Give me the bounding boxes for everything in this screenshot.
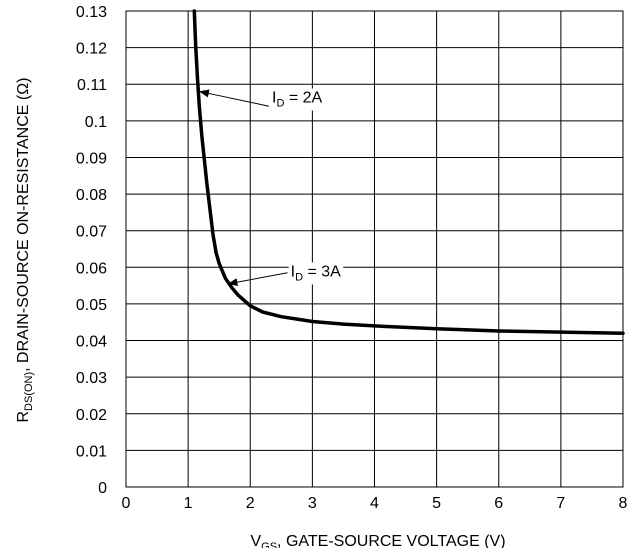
y-axis-title: RDS(ON), DRAIN-SOURCE ON-RESISTANCE (Ω)	[15, 77, 35, 422]
x-axis-title-sub: GS	[261, 541, 277, 548]
y-axis-title-main: R	[15, 411, 32, 423]
y-tick-label-9: 0.09	[76, 150, 107, 167]
y-tick-label-4: 0.04	[76, 334, 107, 351]
series-line-0	[192, 9, 625, 335]
y-tick-label-8: 0.08	[76, 187, 107, 204]
annotation-label-bg-1	[288, 262, 344, 285]
x-axis-title-rest: , GATE-SOURCE VOLTAGE (V)	[277, 533, 505, 548]
y-tick-label-12: 0.12	[76, 41, 107, 58]
annotation-label-sub-1: D	[295, 271, 303, 283]
y-tick-label-1: 0.01	[76, 443, 107, 460]
annotation-label-main-0: I	[272, 90, 276, 107]
annotation-label-rest-1: = 3A	[303, 263, 341, 280]
x-tick-label-5: 5	[432, 495, 441, 512]
y-tick-label-10: 0.1	[85, 114, 107, 131]
annotation-label-bg-0	[269, 88, 325, 111]
x-tick-label-0: 0	[122, 495, 131, 512]
y-axis-title-sub: DS(ON)	[23, 372, 35, 411]
x-axis-ticks: 0 1 2 3 4 5 6 7 8	[122, 495, 628, 512]
annotation-label-main-1: I	[291, 263, 295, 280]
annotation-label-rest-0: = 2A	[284, 90, 322, 107]
x-axis-title: VGS, GATE-SOURCE VOLTAGE (V)	[250, 533, 505, 548]
y-axis-title-rest: , DRAIN-SOURCE ON-RESISTANCE (Ω)	[15, 77, 32, 371]
x-tick-label-4: 4	[370, 495, 379, 512]
grid-lines	[125, 10, 624, 488]
y-tick-label-13: 0.13	[76, 4, 107, 21]
y-axis-ticks: 0 0.01 0.02 0.03 0.04 0.05 0.06 0.07 0.08 0.09 0.1…	[76, 4, 107, 497]
x-tick-label-8: 8	[619, 495, 628, 512]
x-tick-label-6: 6	[494, 495, 503, 512]
y-tick-label-11: 0.11	[77, 77, 107, 94]
x-tick-label-2: 2	[246, 495, 255, 512]
plot-border	[125, 10, 624, 488]
y-tick-label-3: 0.03	[76, 370, 107, 387]
x-tick-label-7: 7	[556, 495, 565, 512]
y-tick-label-2: 0.02	[76, 407, 107, 424]
x-axis-title-main: V	[250, 533, 261, 548]
series-group	[192, 9, 625, 335]
x-tick-label-3: 3	[308, 495, 317, 512]
y-tick-label-6: 0.06	[76, 260, 107, 277]
x-tick-label-1: 1	[184, 495, 193, 512]
annotation-arrow-1	[227, 272, 288, 287]
annotation-arrow-0	[198, 89, 269, 107]
y-tick-label-5: 0.05	[76, 297, 107, 314]
annotation-label-1: ID = 3A	[291, 263, 342, 283]
y-tick-label-7: 0.07	[76, 224, 107, 241]
y-tick-label-0: 0	[98, 480, 107, 497]
annotation-label-0: ID = 2A	[272, 90, 323, 110]
annotation-label-sub-0: D	[276, 98, 284, 110]
